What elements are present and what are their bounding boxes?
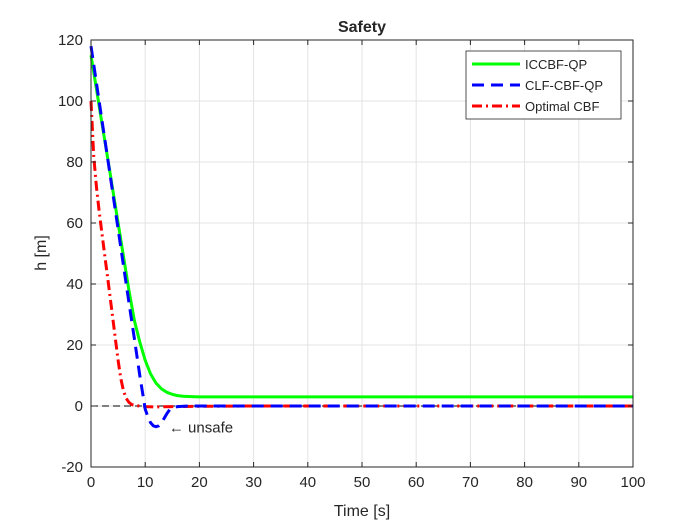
x-tick-label: 50	[354, 474, 371, 491]
x-tick-label: 40	[299, 474, 316, 491]
x-tick-label: 60	[408, 474, 425, 491]
y-tick-label: 40	[66, 276, 83, 293]
x-tick-label: 30	[245, 474, 262, 491]
series-line-optimal-cbf	[89, 100, 633, 409]
chart-title: Safety	[338, 19, 386, 36]
legend-label: Optimal CBF	[525, 99, 599, 114]
y-tick-label: 100	[58, 93, 83, 110]
y-tick-label: 0	[75, 398, 83, 415]
series-line-clf-cbf-qp	[89, 45, 633, 429]
y-tick-label: 60	[66, 215, 83, 232]
legend-label: CLF-CBF-QP	[525, 78, 603, 93]
x-axis-label: Time [s]	[334, 503, 390, 520]
x-tick-label: 90	[570, 474, 587, 491]
series-lines	[89, 45, 633, 429]
x-tick-label: 20	[191, 474, 208, 491]
x-tick-label: 100	[620, 474, 645, 491]
y-tick-label: 80	[66, 154, 83, 171]
x-tick-label: 10	[137, 474, 154, 491]
x-tick-label: 80	[516, 474, 533, 491]
x-tick-label: 0	[87, 474, 95, 491]
y-axis-label: h [m]	[33, 235, 50, 271]
x-tick-label: 70	[462, 474, 479, 491]
unsafe-annotation: ← unsafe	[169, 419, 233, 436]
legend: ICCBF-QP CLF-CBF-QP Optimal CBF	[465, 50, 622, 120]
y-tick-label: 20	[66, 337, 83, 354]
y-tick-label: -20	[61, 459, 83, 476]
legend-label: ICCBF-QP	[525, 57, 587, 72]
y-tick-label: 120	[58, 32, 83, 49]
